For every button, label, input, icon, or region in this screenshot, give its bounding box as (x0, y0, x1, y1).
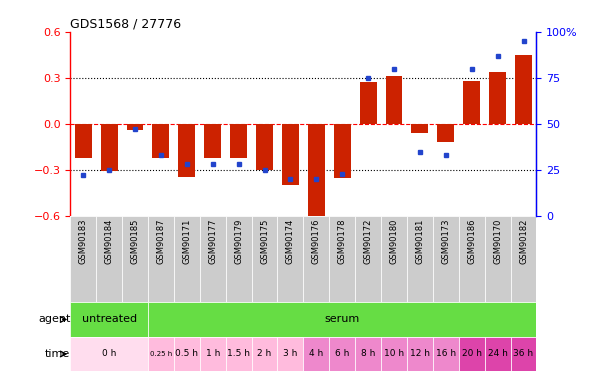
Bar (360, 82, 376, 124)
Bar (96, 216, 122, 302)
Bar (433, 216, 459, 302)
Bar (308, 124, 324, 219)
Text: GSM90170: GSM90170 (493, 219, 502, 264)
Text: GSM90173: GSM90173 (441, 219, 450, 264)
Text: GSM90174: GSM90174 (286, 219, 295, 264)
Bar (355, 337, 381, 371)
Text: 1.5 h: 1.5 h (227, 350, 250, 358)
Bar (407, 337, 433, 371)
Text: GSM90180: GSM90180 (389, 219, 398, 264)
Bar (511, 337, 536, 371)
Text: time: time (45, 349, 70, 359)
Text: 0 h: 0 h (102, 350, 116, 358)
Text: GSM90186: GSM90186 (467, 219, 476, 264)
Bar (148, 302, 536, 337)
Bar (381, 337, 407, 371)
Text: GSM90182: GSM90182 (519, 219, 528, 264)
Text: 8 h: 8 h (361, 350, 375, 358)
Text: GSM90187: GSM90187 (156, 219, 166, 264)
Text: 4 h: 4 h (309, 350, 323, 358)
Bar (511, 216, 536, 302)
Bar (459, 216, 485, 302)
Text: 1 h: 1 h (205, 350, 220, 358)
Bar (204, 124, 221, 158)
Bar (329, 216, 355, 302)
Text: GSM90178: GSM90178 (338, 219, 346, 264)
Bar (126, 124, 144, 130)
Bar (101, 124, 117, 171)
Bar (200, 216, 225, 302)
Text: GSM90183: GSM90183 (79, 219, 88, 264)
Bar (252, 337, 277, 371)
Bar (329, 337, 355, 371)
Bar (225, 337, 252, 371)
Text: GSM90185: GSM90185 (131, 219, 139, 264)
Bar (411, 124, 428, 133)
Bar (303, 216, 329, 302)
Text: GSM90181: GSM90181 (415, 219, 425, 264)
Text: 16 h: 16 h (436, 350, 456, 358)
Bar (355, 216, 381, 302)
Text: GSM90177: GSM90177 (208, 219, 218, 264)
Bar (463, 81, 480, 124)
Text: 3 h: 3 h (284, 350, 298, 358)
Bar (485, 216, 511, 302)
Bar (277, 216, 303, 302)
Bar (148, 337, 174, 371)
Text: GSM90179: GSM90179 (234, 219, 243, 264)
Text: 0.5 h: 0.5 h (175, 350, 199, 358)
Text: 36 h: 36 h (513, 350, 533, 358)
Bar (515, 55, 532, 124)
Bar (174, 216, 200, 302)
Text: 6 h: 6 h (335, 350, 349, 358)
Bar (433, 337, 459, 371)
Bar (489, 72, 506, 124)
Bar (178, 124, 196, 177)
Bar (230, 124, 247, 158)
Bar (122, 216, 148, 302)
Text: GSM90172: GSM90172 (364, 219, 373, 264)
Bar (70, 216, 96, 302)
Text: 10 h: 10 h (384, 350, 404, 358)
Bar (70, 337, 148, 371)
Bar (386, 76, 403, 124)
Text: GSM90175: GSM90175 (260, 219, 269, 264)
Bar (252, 216, 277, 302)
Bar (174, 337, 200, 371)
Text: untreated: untreated (81, 315, 137, 324)
Bar (75, 124, 92, 158)
Text: GSM90171: GSM90171 (182, 219, 191, 264)
Bar (256, 124, 273, 170)
Text: 24 h: 24 h (488, 350, 508, 358)
Text: GSM90176: GSM90176 (312, 219, 321, 264)
Bar (200, 337, 225, 371)
Bar (225, 216, 252, 302)
Bar (437, 124, 454, 142)
Bar (485, 337, 511, 371)
Bar (70, 302, 148, 337)
Bar (407, 216, 433, 302)
Text: GDS1568 / 27776: GDS1568 / 27776 (70, 18, 181, 31)
Bar (381, 216, 407, 302)
Text: 2 h: 2 h (257, 350, 272, 358)
Text: 0.25 h: 0.25 h (150, 351, 172, 357)
Bar (282, 124, 299, 185)
Bar (277, 337, 303, 371)
Bar (459, 337, 485, 371)
Text: 12 h: 12 h (410, 350, 430, 358)
Bar (303, 337, 329, 371)
Bar (153, 124, 169, 158)
Text: 20 h: 20 h (462, 350, 481, 358)
Bar (334, 124, 351, 178)
Bar (148, 216, 174, 302)
Text: GSM90184: GSM90184 (104, 219, 114, 264)
Text: serum: serum (324, 315, 360, 324)
Text: agent: agent (38, 315, 70, 324)
